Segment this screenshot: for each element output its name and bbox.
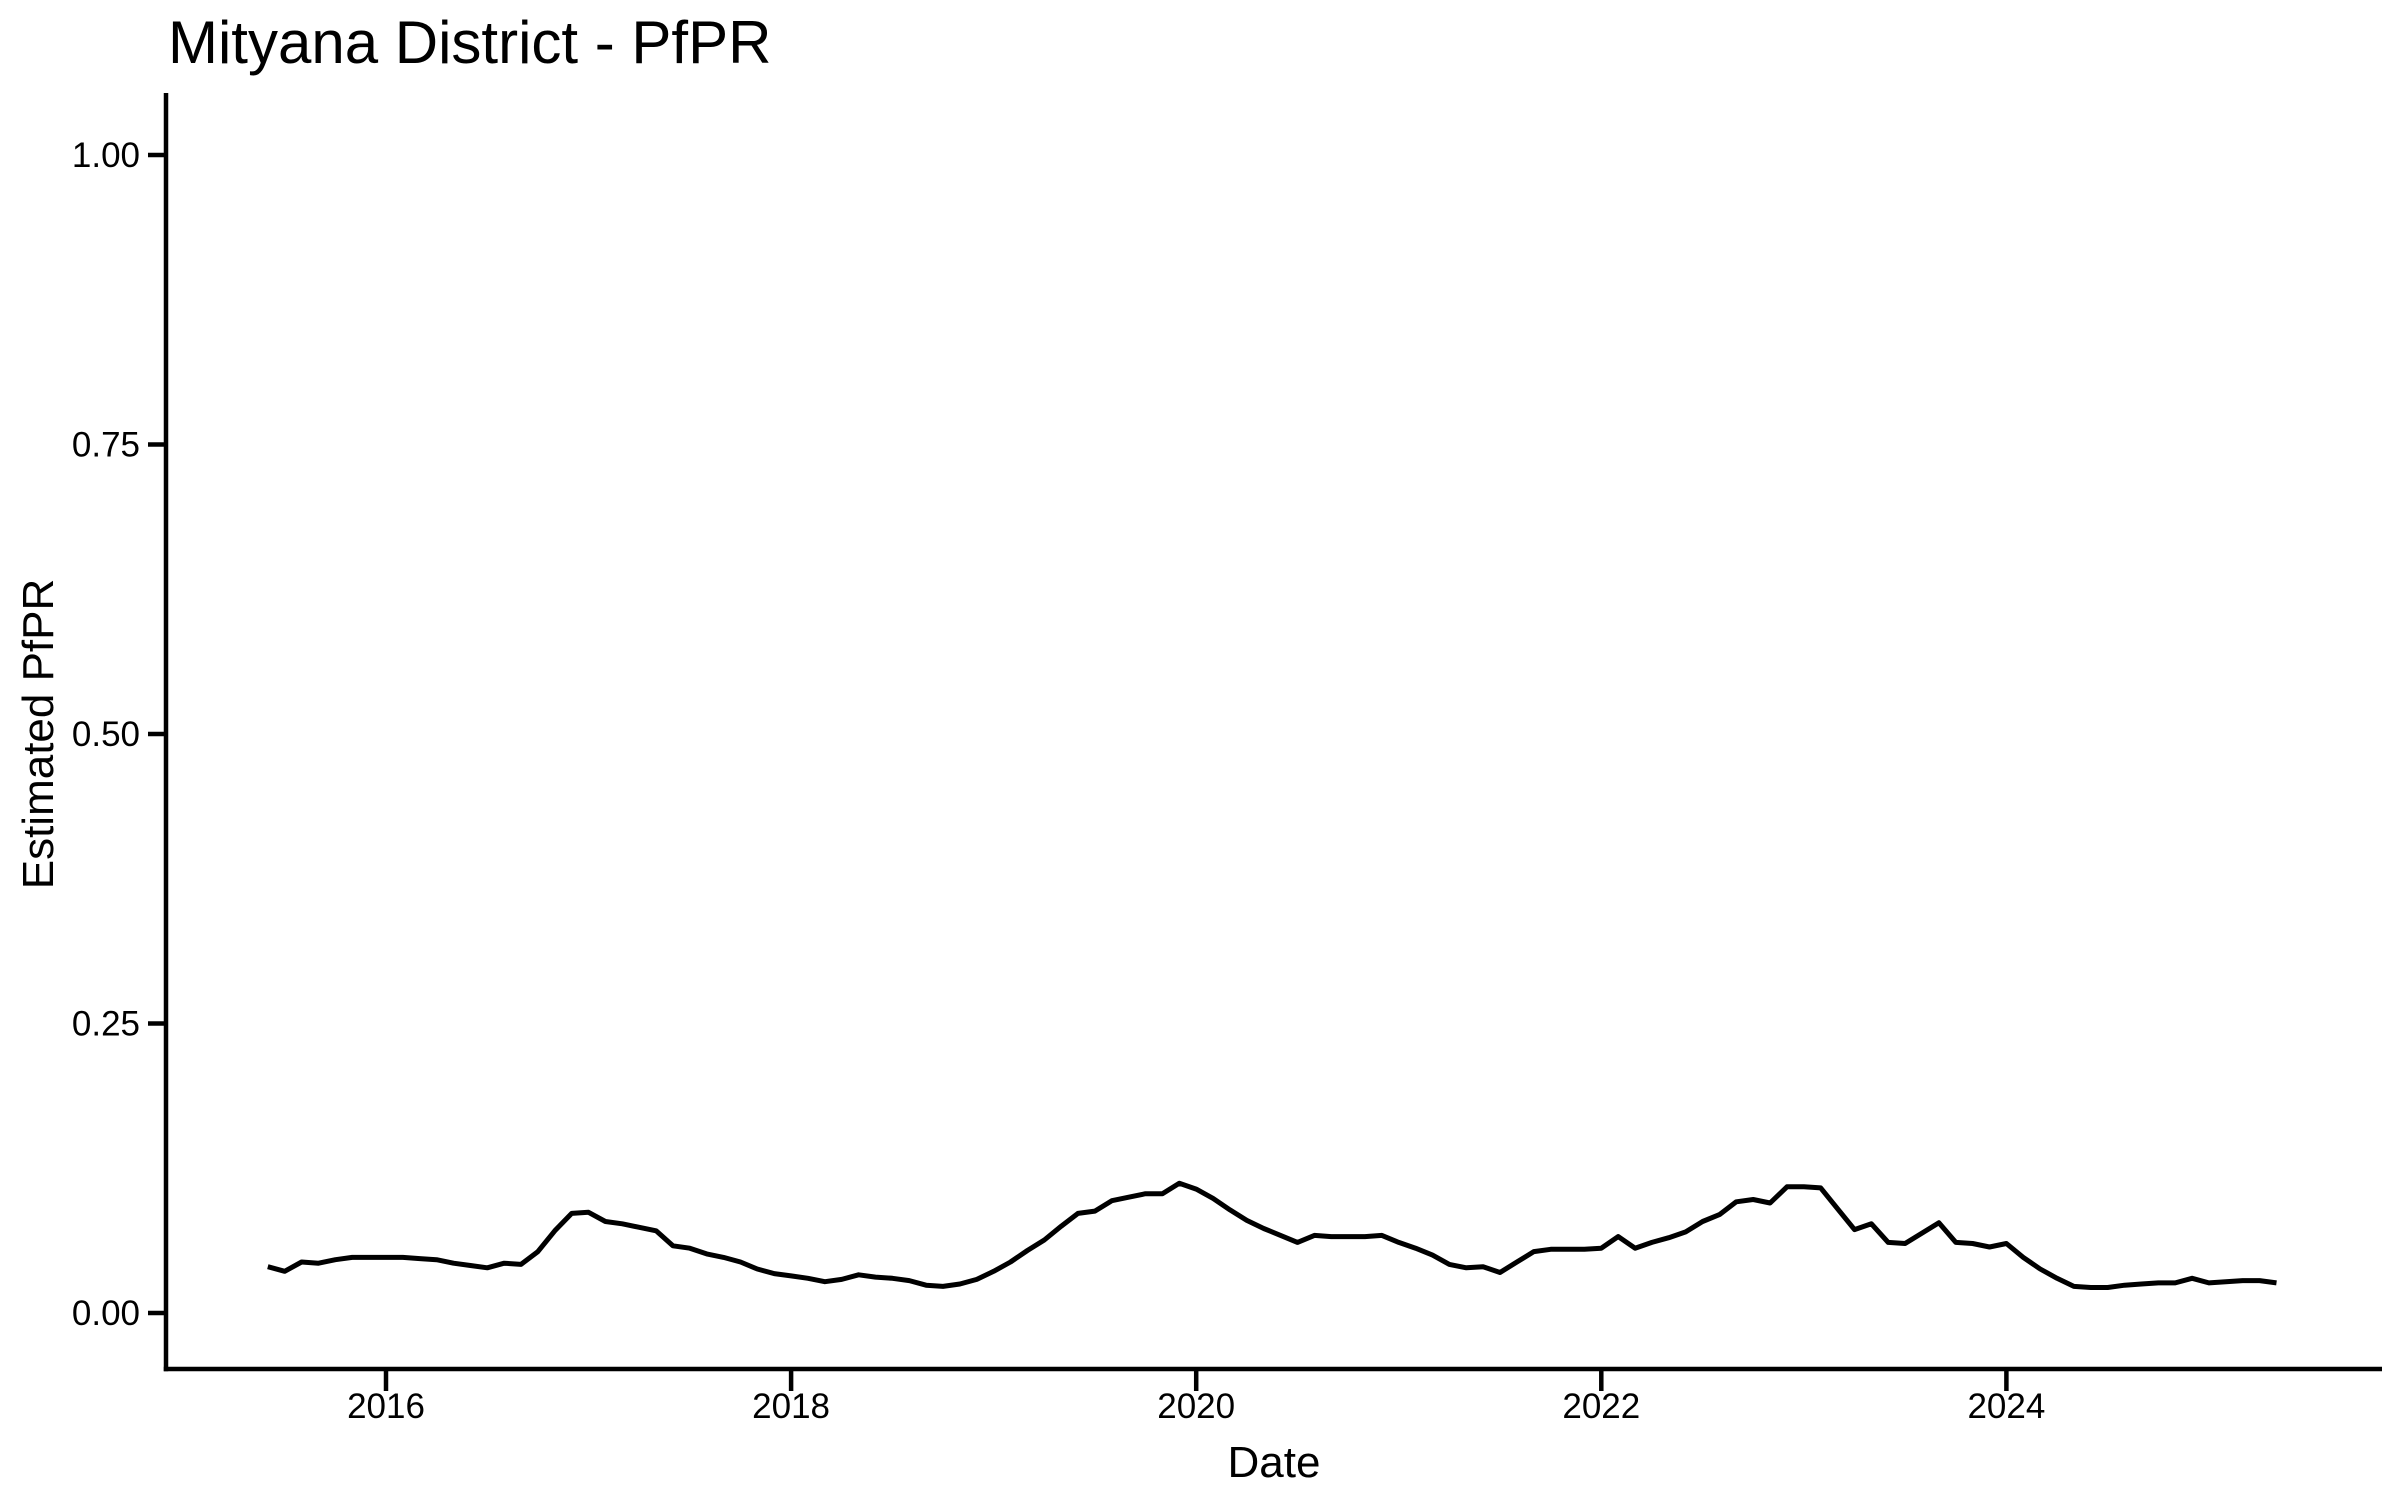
y-tick-label: 1.00 (72, 136, 140, 175)
y-tick-label: 0.50 (72, 715, 140, 754)
y-tick-label: 0.75 (72, 426, 140, 465)
x-tick-label: 2022 (1562, 1387, 1640, 1426)
chart-title: Mityana District - PfPR (168, 9, 772, 76)
x-axis-title: Date (1227, 1438, 1321, 1487)
x-tick-label: 2020 (1157, 1387, 1235, 1426)
x-tick-label: 2018 (752, 1387, 830, 1426)
pfpr-line (267, 1180, 2277, 1290)
x-tick-label: 2016 (347, 1387, 425, 1426)
y-tick-label: 0.00 (72, 1294, 140, 1333)
y-tick-label: 0.25 (72, 1005, 140, 1044)
y-axis-title: Estimated PfPR (14, 578, 63, 890)
x-tick-label: 2024 (1967, 1387, 2045, 1426)
